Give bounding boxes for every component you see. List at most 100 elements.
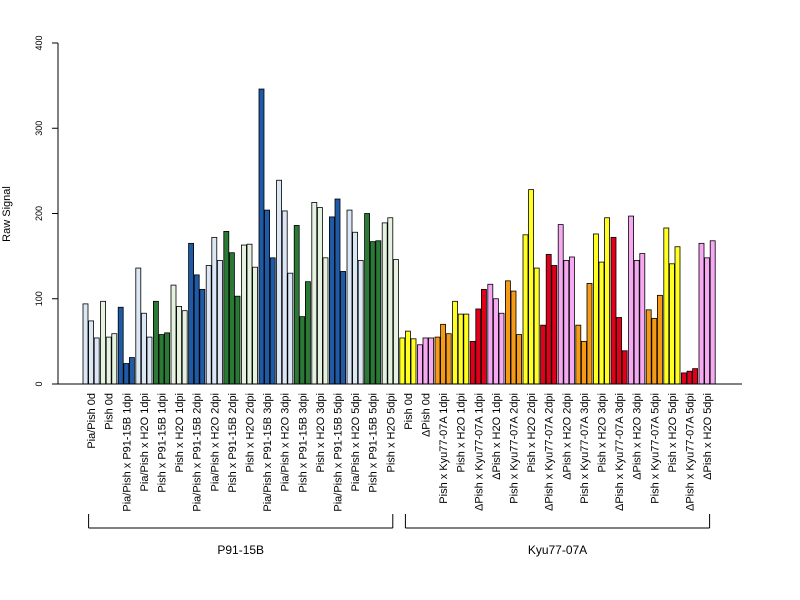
bar xyxy=(422,337,429,385)
bar xyxy=(299,316,306,385)
bar xyxy=(181,310,188,385)
category-label: Pish x H2O 2dpi xyxy=(245,393,257,472)
bar xyxy=(586,282,593,385)
bar xyxy=(346,209,353,385)
bar xyxy=(469,340,476,385)
category-label: Pish x H2O 3dpi xyxy=(315,393,327,472)
bar xyxy=(240,244,247,385)
category-label: ΔPish x Kyu77-07A 5dpi xyxy=(685,393,697,511)
bar xyxy=(692,368,698,385)
bar xyxy=(252,266,259,385)
category-label: Pish x P91-15B 1dpi xyxy=(157,393,169,493)
category-label: Pish x Kyu77-07A 5dpi xyxy=(649,393,661,504)
category-labels: Pia/Pish 0d Pish 0d Pia/Pish x P91-15B 1dp… xyxy=(86,393,714,512)
category-label: ΔPish 0d xyxy=(421,393,433,437)
category-label: Pia/Pish x P91-15B 1dpi xyxy=(121,393,133,512)
group-brackets: P91-15B Kyu77-07A xyxy=(88,514,711,557)
bar xyxy=(234,295,241,385)
bar xyxy=(146,336,153,385)
bar xyxy=(293,225,300,385)
category-label: Pish x H2O 3dpi xyxy=(597,393,609,472)
bar xyxy=(475,308,482,385)
bar xyxy=(434,336,441,385)
bar xyxy=(487,283,494,385)
bar xyxy=(681,372,687,385)
group-label: Kyu77-07A xyxy=(528,543,587,557)
y-tick-label: 400 xyxy=(34,35,44,50)
bar xyxy=(340,271,347,385)
bar xyxy=(569,256,575,385)
bar xyxy=(387,217,394,385)
category-label: Pia/Pish x H2O 3dpi xyxy=(280,393,292,491)
bar xyxy=(176,306,183,385)
bar xyxy=(633,259,640,385)
category-label: Pish x P91-15B 2dpi xyxy=(227,393,239,493)
bar xyxy=(276,179,283,385)
bar xyxy=(135,267,142,385)
category-label: ΔPish x H2O 5dpi xyxy=(702,393,714,480)
bar xyxy=(663,227,670,385)
bar xyxy=(304,281,311,385)
category-label: Pish x H2O 2dpi xyxy=(526,393,538,472)
y-tick-label: 200 xyxy=(34,206,44,221)
bar xyxy=(657,294,663,385)
bar xyxy=(193,274,200,385)
category-label: Pish x P91-15B 5dpi xyxy=(368,393,380,493)
bar xyxy=(428,337,435,385)
category-label: Pia/Pish x H2O 1dpi xyxy=(139,393,151,491)
bar xyxy=(82,303,89,385)
bar xyxy=(457,313,464,385)
category-label: Pish 0d xyxy=(104,393,116,430)
bar xyxy=(111,333,118,385)
bar xyxy=(674,246,681,385)
bar xyxy=(188,242,195,385)
bar xyxy=(669,263,675,385)
category-label: ΔPish x H2O 3dpi xyxy=(632,393,644,480)
bar xyxy=(381,222,388,385)
category-label: ΔPish x Kyu77-07A 3dpi xyxy=(614,393,626,511)
bar xyxy=(258,88,265,385)
bar xyxy=(610,236,617,385)
category-label: ΔPish x H2O 1dpi xyxy=(491,393,503,480)
category-label: Pia/Pish x P91-15B 5dpi xyxy=(333,393,345,512)
bar xyxy=(621,350,628,385)
category-label: Pia/Pish x H2O 5dpi xyxy=(350,393,362,491)
bar xyxy=(117,306,124,385)
bar xyxy=(140,312,147,385)
category-label: Pish x Kyu77-07A 2dpi xyxy=(509,393,521,504)
bar xyxy=(516,334,522,385)
bar xyxy=(216,259,223,385)
bar xyxy=(128,357,135,385)
y-tick-label: 0 xyxy=(34,381,44,386)
bar xyxy=(123,363,130,385)
bar xyxy=(504,280,511,385)
bar xyxy=(445,333,452,385)
bar xyxy=(416,344,423,385)
bar xyxy=(357,259,364,385)
bar xyxy=(316,207,323,385)
bar xyxy=(269,257,276,385)
bar xyxy=(686,370,693,385)
bar xyxy=(375,240,382,385)
bar xyxy=(522,234,529,385)
bar xyxy=(352,231,359,385)
bar xyxy=(264,209,271,385)
bar xyxy=(93,337,100,385)
bar xyxy=(639,253,646,385)
category-label: Pish x P91-15B 3dpi xyxy=(297,393,309,493)
bar xyxy=(205,265,212,385)
category-label: ΔPish x Kyu77-07A 1dpi xyxy=(473,393,485,511)
bar xyxy=(563,259,570,385)
bar xyxy=(199,288,206,385)
bar xyxy=(281,210,288,385)
bar xyxy=(510,290,517,385)
bar xyxy=(498,312,505,385)
bar xyxy=(480,288,487,385)
bar xyxy=(152,300,159,385)
bar xyxy=(170,284,177,385)
bar xyxy=(404,330,411,385)
bar xyxy=(228,252,235,385)
bar xyxy=(533,267,540,385)
group-label: P91-15B xyxy=(217,543,264,557)
bar xyxy=(392,259,399,385)
